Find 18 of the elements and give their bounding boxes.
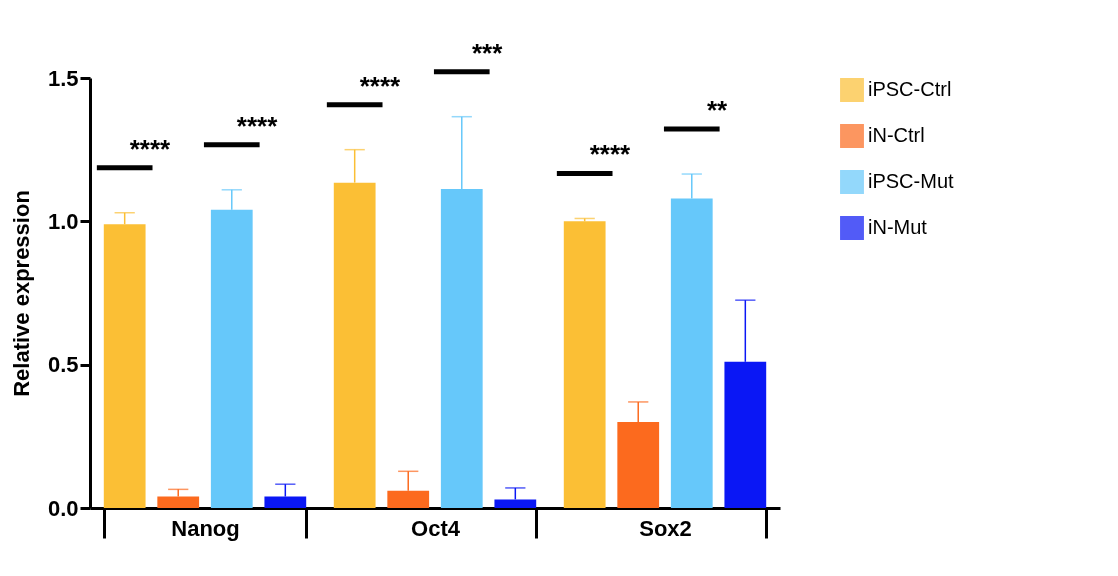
- text: ***: [471, 37, 504, 68]
- annotation: ****: [589, 139, 632, 170]
- legend-label: iPSC-Ctrl: [868, 78, 952, 100]
- annotation: ****: [359, 70, 402, 101]
- annotation: **: [706, 95, 729, 126]
- x-tick-label: Nanog: [171, 515, 240, 541]
- annotation: ****: [129, 133, 172, 164]
- y-tick-label: 0.0: [47, 495, 79, 521]
- legend-label: iN-Mut: [868, 216, 928, 238]
- y-axis-title: Relative expression: [8, 190, 34, 397]
- y-tick-label: 1.0: [47, 208, 79, 234]
- annotation: ****: [236, 110, 279, 141]
- y-tick-label: 1.5: [47, 65, 79, 91]
- legend-label: iN-Ctrl: [868, 124, 925, 146]
- legend-label: iPSC-Mut: [868, 170, 955, 192]
- y-tick-label: 0.5: [47, 352, 79, 378]
- x-tick-label: Oct4: [411, 515, 461, 541]
- x-tick-label: Sox2: [639, 515, 692, 541]
